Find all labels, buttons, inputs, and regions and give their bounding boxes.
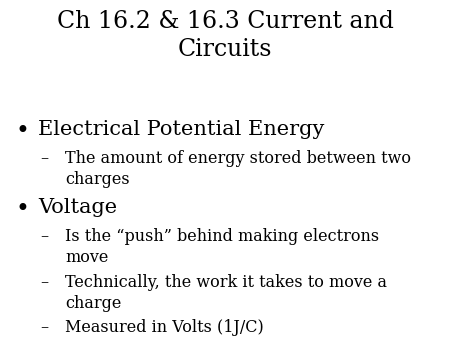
Text: –: – (40, 150, 49, 167)
Text: •: • (16, 120, 30, 143)
Text: Electrical Potential Energy: Electrical Potential Energy (38, 120, 324, 139)
Text: –: – (40, 228, 49, 245)
Text: –: – (40, 274, 49, 291)
Text: The amount of energy stored between two
charges: The amount of energy stored between two … (65, 150, 411, 188)
Text: Technically, the work it takes to move a
charge: Technically, the work it takes to move a… (65, 274, 387, 312)
Text: –: – (40, 319, 49, 336)
Text: Ch 16.2 & 16.3 Current and
Circuits: Ch 16.2 & 16.3 Current and Circuits (57, 10, 393, 61)
Text: Is the “push” behind making electrons
move: Is the “push” behind making electrons mo… (65, 228, 379, 266)
Text: Voltage: Voltage (38, 198, 117, 217)
Text: •: • (16, 198, 30, 221)
Text: Measured in Volts (1J/C): Measured in Volts (1J/C) (65, 319, 264, 336)
